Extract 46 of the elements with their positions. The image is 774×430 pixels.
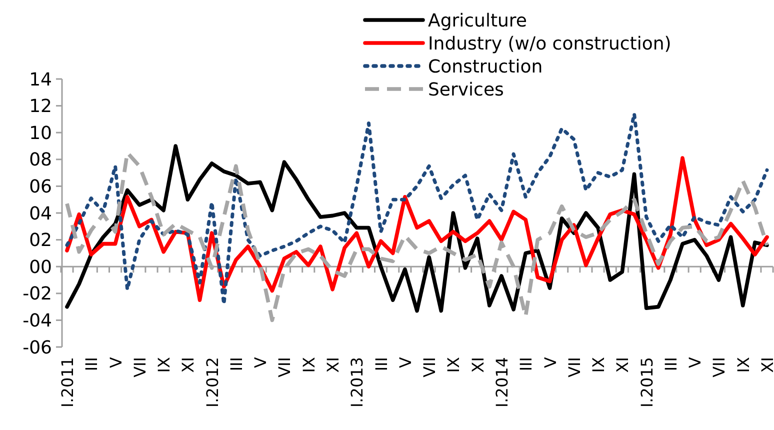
legend-label: Construction: [428, 56, 543, 78]
x-tick-label: I.2011: [58, 357, 77, 408]
y-tick-label: -06: [22, 337, 52, 358]
x-tick-label: VII: [420, 357, 440, 378]
x-tick-label: I.2013: [348, 357, 367, 408]
y-tick-label: 10: [29, 122, 52, 144]
x-tick-label: VII: [710, 357, 729, 378]
x-tick-label: VII: [564, 357, 584, 378]
x-tick-label: XI: [324, 357, 343, 373]
y-tick-label: 08: [29, 150, 52, 171]
x-tick-label: IX: [154, 356, 174, 373]
y-tick-label: 14: [29, 69, 52, 90]
y-tick-label: 00: [29, 256, 52, 278]
y-tick-label: 06: [29, 176, 52, 198]
x-tick-label: I.2014: [492, 357, 512, 408]
y-tick-label: 12: [29, 96, 52, 118]
y-tick-label: 04: [29, 203, 52, 224]
line-series: [65, 112, 769, 306]
x-tick-label: V: [106, 356, 126, 368]
x-tick-label: V: [396, 356, 415, 368]
x-tick-label: III: [226, 357, 246, 372]
x-tick-label: I.2012: [202, 357, 222, 408]
x-tick-label: III: [661, 357, 680, 372]
legend-label: Industry (w/o construction): [428, 33, 672, 54]
x-tick-label: IX: [299, 356, 318, 373]
x-tick-label: III: [82, 357, 102, 372]
x-tick-label: I.2015: [637, 357, 656, 408]
y-tick-label: 02: [29, 230, 52, 252]
legend-label: Agriculture: [428, 10, 527, 32]
x-tick-label: III: [372, 357, 391, 372]
y-tick-label: -04: [22, 310, 52, 332]
x-tick-label: XI: [613, 357, 632, 373]
x-tick-label: IX: [444, 356, 464, 373]
x-tick-label: IX: [589, 356, 608, 373]
x-tick-label: IX: [734, 356, 753, 373]
legend-label: Services: [428, 79, 504, 100]
x-tick-label: VII: [130, 357, 150, 378]
x-tick-label: III: [516, 357, 536, 372]
x-tick-label: V: [686, 356, 705, 368]
x-tick-label: XI: [468, 357, 488, 373]
x-tick-label: VII: [275, 357, 294, 378]
x-tick-label: XI: [178, 357, 198, 373]
x-tick-label: V: [540, 356, 560, 368]
x-tick-label: V: [251, 356, 270, 368]
y-tick-label: -02: [22, 284, 52, 305]
x-tick-label: XI: [758, 357, 774, 373]
